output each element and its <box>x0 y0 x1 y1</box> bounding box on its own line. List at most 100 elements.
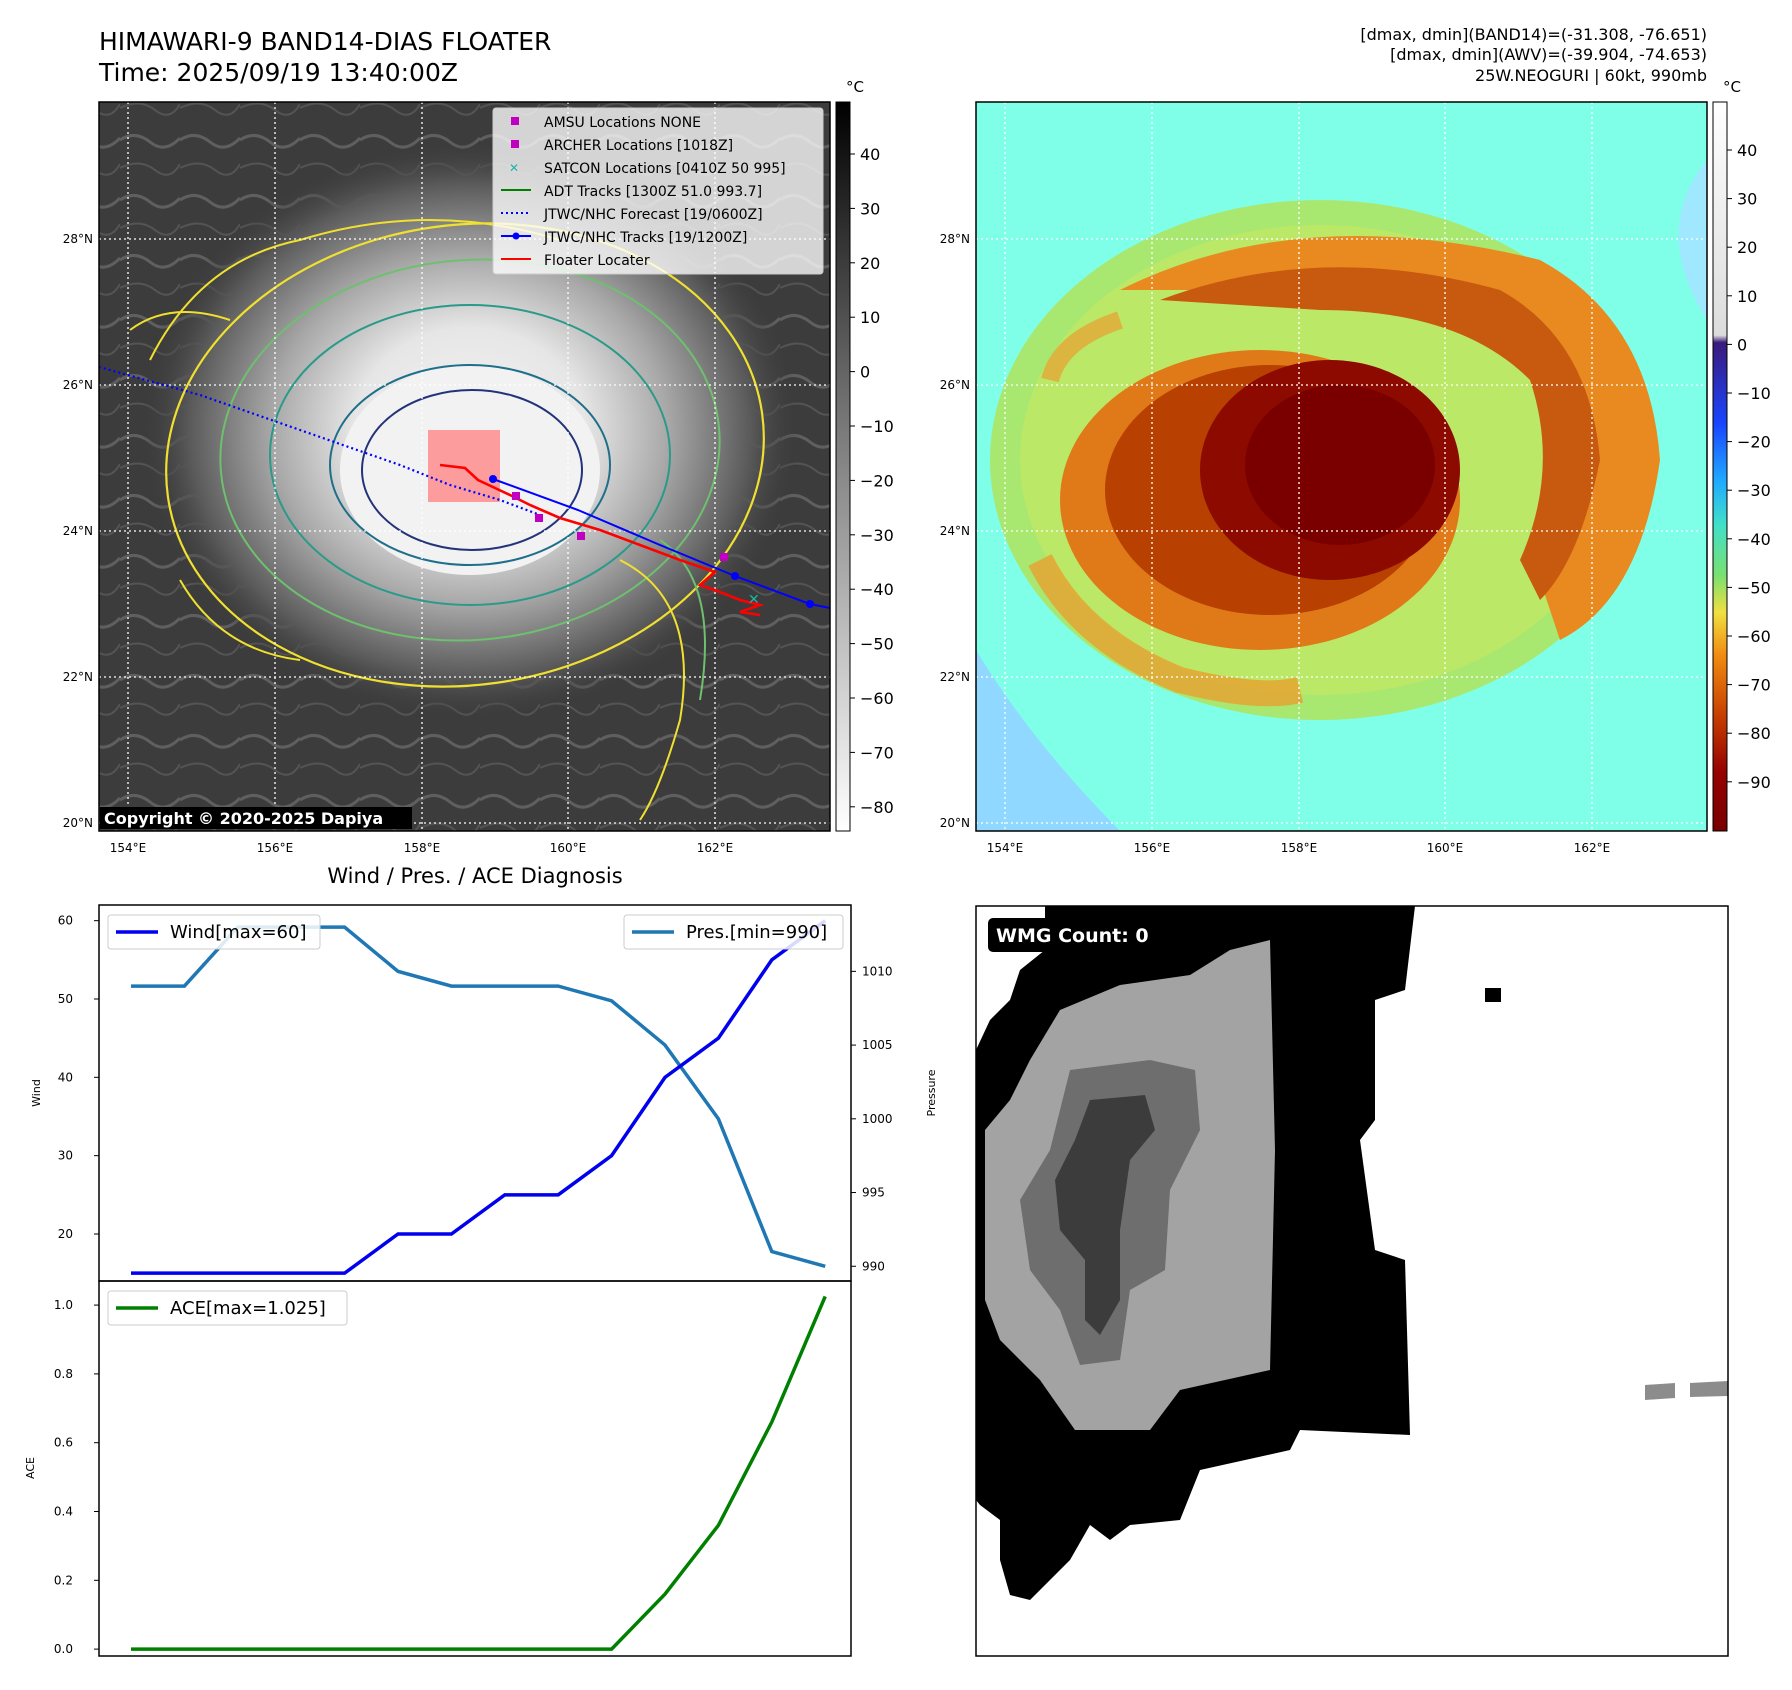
floater-locater-track <box>439 463 765 617</box>
wv-colorbar-tick-label: −60 <box>1737 627 1771 646</box>
wv-lat-labels: 20°N 22°N 24°N 26°N 28°N <box>940 232 970 830</box>
lon-label: 156°E <box>1134 841 1171 855</box>
ir-colorbar-tick-label: −80 <box>860 798 894 817</box>
ir-lon-labels: 154°E 156°E 158°E 160°E 162°E <box>110 841 734 855</box>
ir-colorbar-tick-label: −70 <box>860 743 894 762</box>
lon-label: 154°E <box>110 841 147 855</box>
wmg-dark-gray-region <box>1055 1095 1155 1335</box>
lat-label: 20°N <box>940 816 970 830</box>
wind-ylabel: Wind <box>30 1079 43 1107</box>
legend-symbol-amsu <box>511 117 519 125</box>
pressure-ylabel: Pressure <box>925 1069 938 1116</box>
ir-colorbar-tick-label: 30 <box>860 199 880 218</box>
title-line1: HIMAWARI-9 BAND14-DIAS FLOATER <box>99 27 551 56</box>
ace-legend: ACE[max=1.025] <box>170 1298 326 1319</box>
wv-colorbar-tick-label: −80 <box>1737 724 1771 743</box>
ir-map-frame <box>98 101 831 832</box>
lat-label: 20°N <box>63 816 93 830</box>
pressure-legend: Pres.[min=990] <box>686 922 827 943</box>
lat-label: 24°N <box>63 524 93 538</box>
track-point <box>489 475 497 483</box>
wind-axis-tick-label: 40 <box>58 1070 73 1084</box>
archer-marker <box>577 532 585 540</box>
wmg-count-label: WMG Count: 0 <box>996 925 1149 947</box>
wv-colorbar-tick-label: −40 <box>1737 530 1771 549</box>
legend-symbol-tracks-dot <box>512 232 520 240</box>
ir-colorbar-tick-label: 0 <box>860 363 870 382</box>
wind-plot-frame <box>98 904 852 1282</box>
wind-axis-tick-label: 20 <box>58 1227 73 1241</box>
map-legend: AMSU Locations NONE ARCHER Locations [10… <box>492 107 824 275</box>
pressure-axis-tick-label: 1000 <box>862 1112 893 1126</box>
wind-pressure-chart: Wind Pressure 20 30 40 50 60 990 995 1000 1005 1… <box>30 904 938 1282</box>
legend-satcon: SATCON Locations [0410Z 50 995] <box>544 161 786 177</box>
stats-line3: 25W.NEOGURI | 60kt, 990mb <box>1475 66 1707 85</box>
wv-colorbar-tick-label: −30 <box>1737 481 1771 500</box>
wv-lon-labels: 154°E 156°E 158°E 160°E 162°E <box>987 841 1611 855</box>
ir-colorbar-tick-label: 40 <box>860 145 880 164</box>
ir-colorbar-tick-label: 20 <box>860 254 880 273</box>
ace-axis-tick-label: 0.2 <box>54 1573 73 1587</box>
pressure-axis-tick-label: 990 <box>862 1259 885 1273</box>
ace-axis-tick-label: 0.0 <box>54 1642 73 1656</box>
legend-archer: ARCHER Locations [1018Z] <box>544 138 733 154</box>
ir-colorbar-tick-label: −10 <box>860 417 894 436</box>
lat-label: 28°N <box>940 232 970 246</box>
ir-colorbar-tick-label: 10 <box>860 308 880 327</box>
ace-axis-tick-label: 0.8 <box>54 1367 73 1381</box>
legend-tracks: JTWC/NHC Tracks [19/1200Z] <box>543 230 747 246</box>
legend-forecast: JTWC/NHC Forecast [19/0600Z] <box>543 207 763 223</box>
legend-symbol-archer <box>511 140 519 148</box>
archer-marker <box>535 514 543 522</box>
ir-colorbar-tick-label: −40 <box>860 580 894 599</box>
legend-floater: Floater Locater <box>544 253 650 269</box>
satcon-marker: ✕ <box>748 592 760 608</box>
wv-colorbar-tick-label: −10 <box>1737 384 1771 403</box>
archer-marker <box>720 553 728 561</box>
lon-label: 158°E <box>1281 841 1318 855</box>
legend-amsu: AMSU Locations NONE <box>544 115 701 131</box>
ace-ylabel: ACE <box>24 1457 37 1479</box>
lon-label: 162°E <box>1574 841 1611 855</box>
lat-label: 26°N <box>940 378 970 392</box>
wmg-frame <box>975 905 1729 1657</box>
floater-box <box>428 430 500 502</box>
lon-label: 160°E <box>1427 841 1464 855</box>
archer-marker <box>512 492 520 500</box>
wv-colorbar: °C 40 30 20 10 0 −10 −20 −30 −40 −50 −60 −70 −80 −90 <box>1712 78 1771 832</box>
wv-colorbar-tick-label: 0 <box>1737 335 1747 354</box>
wv-map-frame <box>975 101 1708 832</box>
wv-imagery <box>976 102 1707 831</box>
wind-series-line <box>131 919 827 1275</box>
stats-line1: [dmax, dmin](BAND14)=(-31.308, -76.651) <box>1360 25 1707 44</box>
wv-map-panel: 154°E 156°E 158°E 160°E 162°E 20°N 22°N … <box>940 101 1708 855</box>
wv-colorbar-tick-label: −70 <box>1737 676 1771 695</box>
title-line2: Time: 2025/09/19 13:40:00Z <box>98 58 458 87</box>
lat-label: 24°N <box>940 524 970 538</box>
pressure-axis-tick-label: 1005 <box>862 1038 893 1052</box>
wv-colorbar-tick-label: −90 <box>1737 773 1771 792</box>
wv-colorbar-tick-label: 20 <box>1737 238 1757 257</box>
ir-colorbar-unit: °C <box>846 78 864 96</box>
ace-plot-frame <box>98 1280 852 1657</box>
wv-colorbar-unit: °C <box>1723 78 1741 96</box>
lat-label: 28°N <box>63 232 93 246</box>
ir-lat-labels: 20°N 22°N 24°N 26°N 28°N <box>63 232 93 830</box>
lon-label: 160°E <box>550 841 587 855</box>
ir-colorbar-tick-label: −60 <box>860 689 894 708</box>
ace-axis-tick-label: 1.0 <box>54 1298 73 1312</box>
track-point <box>806 600 814 608</box>
track-point <box>731 572 739 580</box>
wmg-imagery <box>976 906 1728 1656</box>
wv-colorbar-tick-label: 40 <box>1737 141 1757 160</box>
stats-line2: [dmax, dmin](AWV)=(-39.904, -74.653) <box>1390 45 1707 64</box>
forecast-track <box>99 365 541 517</box>
ir-colorbar-tick-label: −20 <box>860 471 894 490</box>
lon-label: 162°E <box>697 841 734 855</box>
pressure-axis-tick-label: 1010 <box>862 964 893 978</box>
wv-colorbar-tick-label: 30 <box>1737 190 1757 209</box>
ace-axis-tick-label: 0.4 <box>54 1505 73 1519</box>
wv-colorbar-tick-label: −20 <box>1737 433 1771 452</box>
ir-colorbar: °C 40 30 20 10 0 −10 −20 −30 −40 −50 −60 −70 −80 <box>835 78 894 832</box>
